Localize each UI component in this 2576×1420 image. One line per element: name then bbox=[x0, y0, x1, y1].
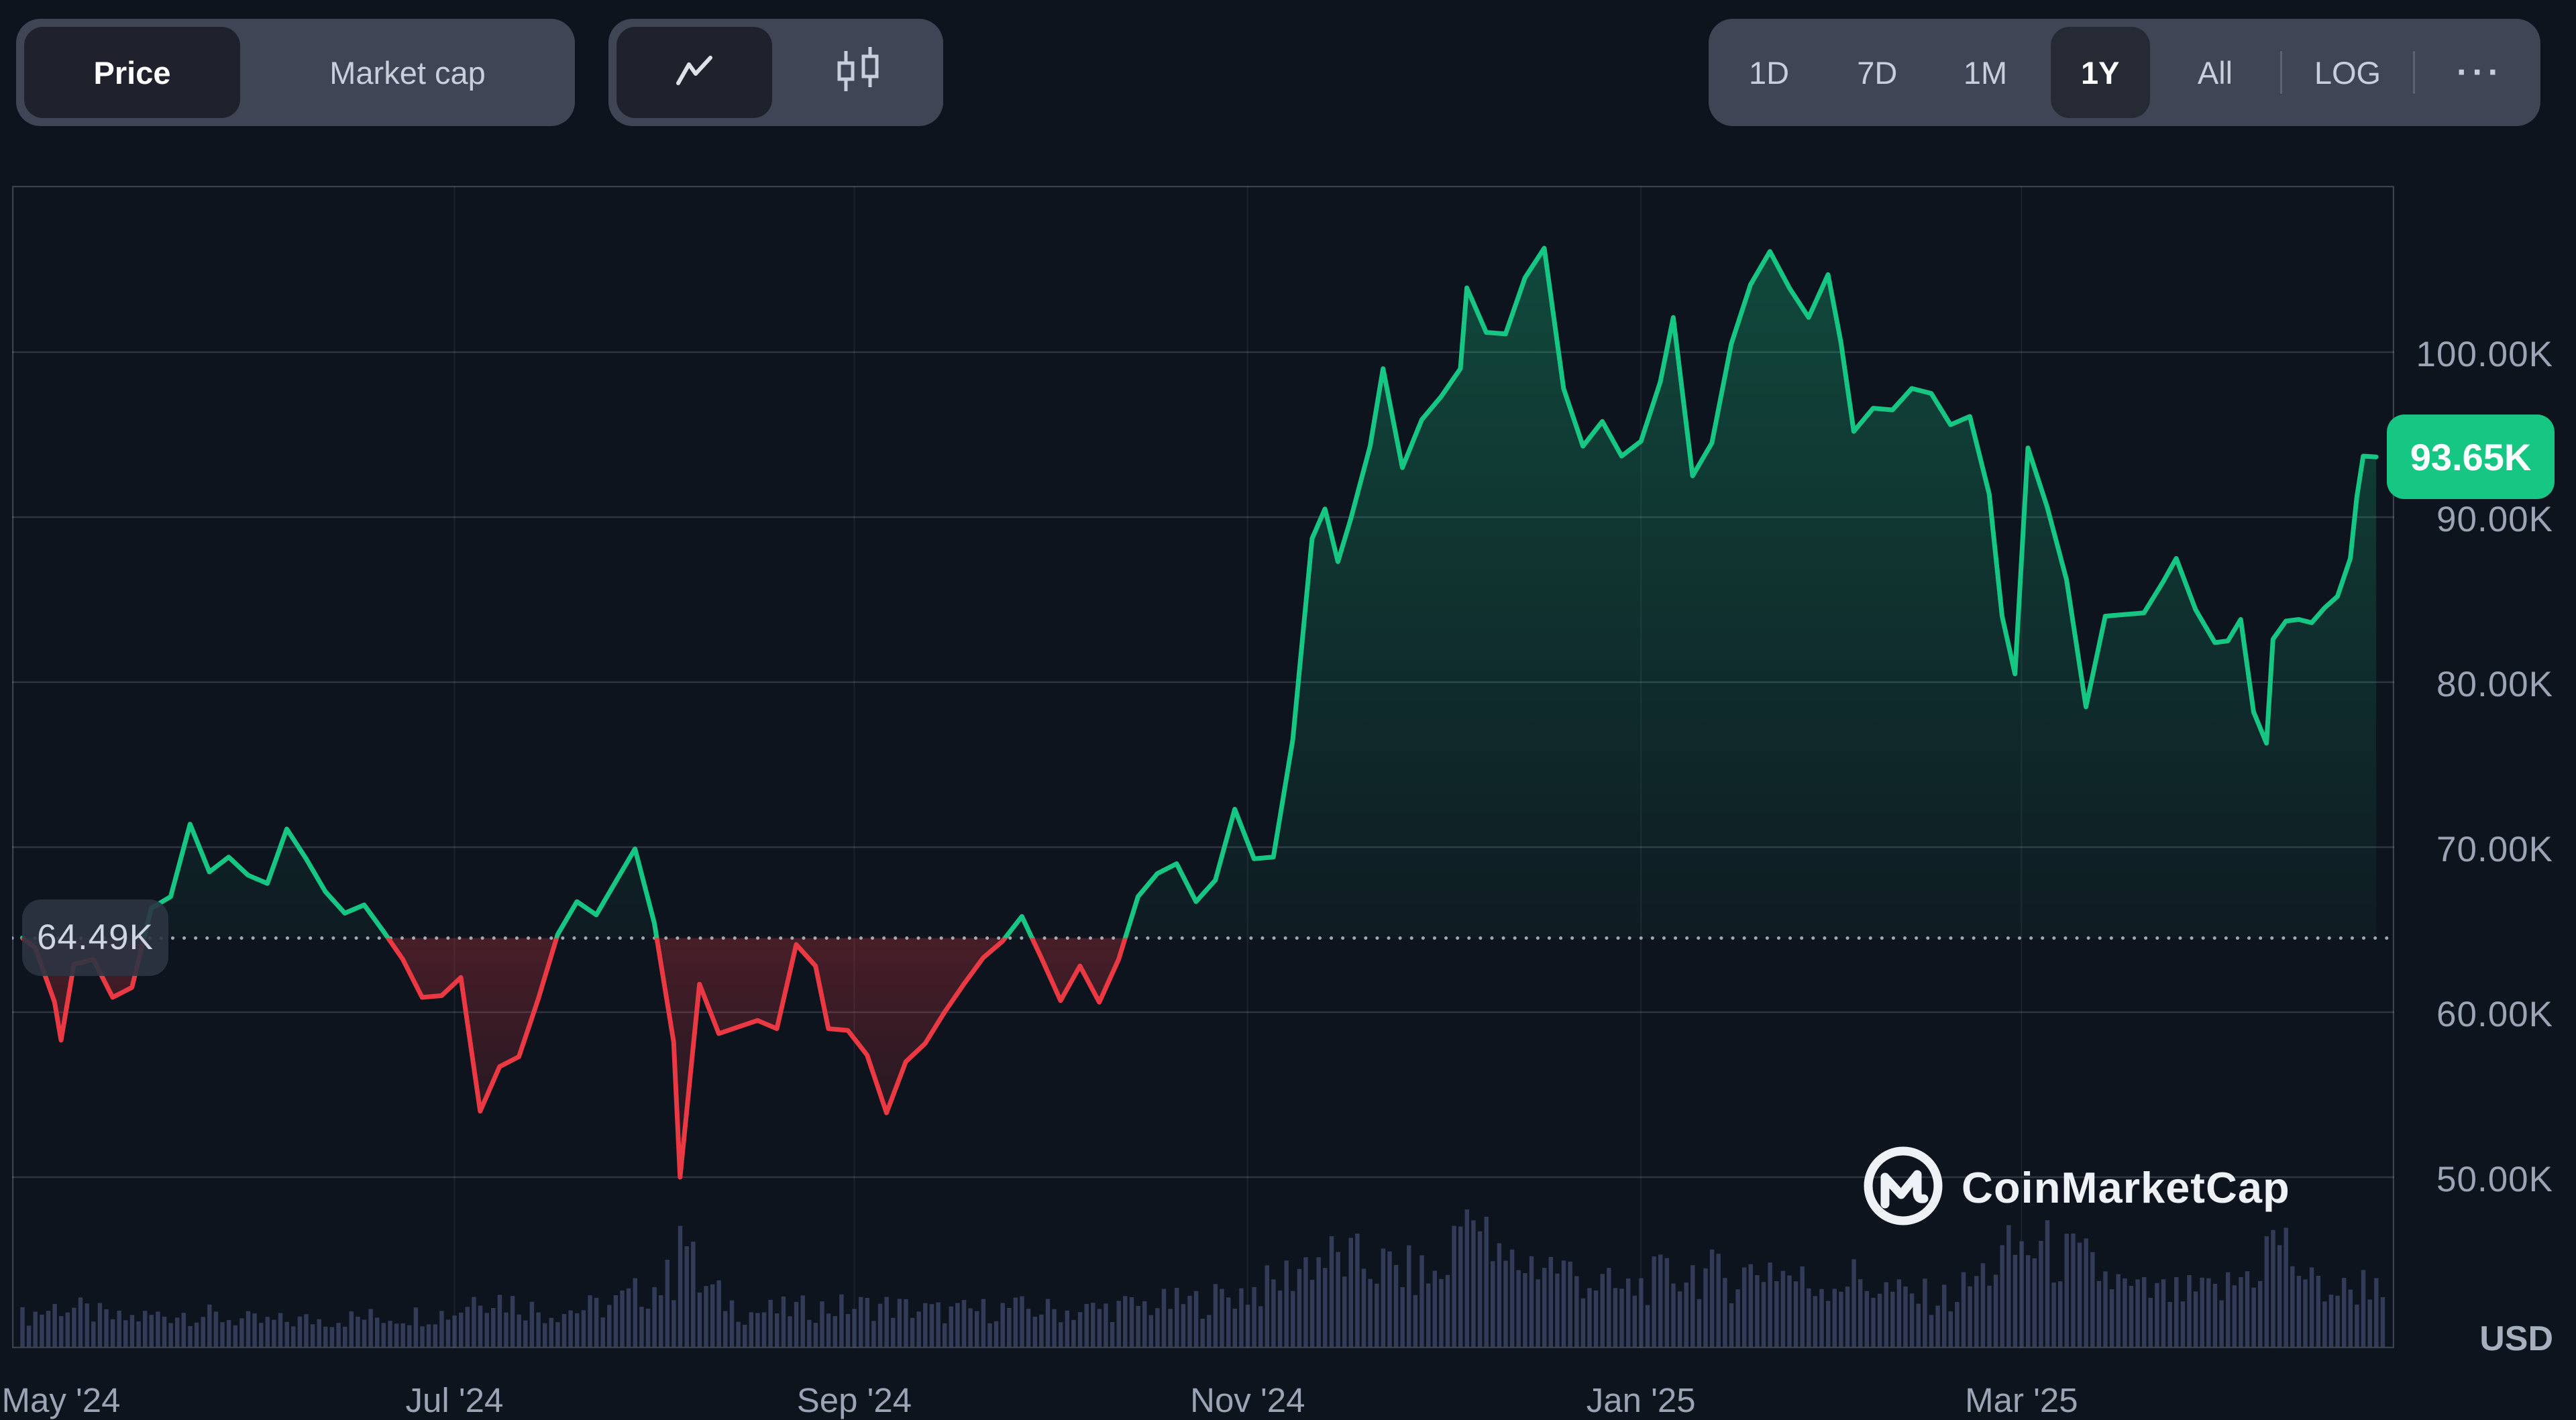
x-axis-label: Jul '24 bbox=[405, 1381, 504, 1419]
y-axis-label: 50.00K bbox=[2436, 1160, 2553, 1199]
candlestick-chart-type-button[interactable] bbox=[772, 19, 943, 126]
x-axis-label: Jan '25 bbox=[1586, 1381, 1696, 1419]
chart-type-toggle bbox=[608, 19, 943, 126]
toolbar-divider bbox=[2280, 51, 2283, 94]
price-tab-label: Price bbox=[93, 54, 171, 91]
x-axis-label: Mar '25 bbox=[1965, 1381, 2078, 1419]
currency-unit-label: USD bbox=[2479, 1319, 2553, 1358]
metric-toggle: Price Market cap bbox=[16, 19, 575, 126]
y-axis-label: 70.00K bbox=[2436, 830, 2553, 869]
y-axis-label: 80.00K bbox=[2436, 665, 2553, 704]
x-axis-label: Sep '24 bbox=[796, 1381, 912, 1419]
current-price-value: 93.65K bbox=[2410, 435, 2532, 478]
price-tab[interactable]: Price bbox=[24, 27, 240, 118]
price-chart[interactable] bbox=[12, 186, 2394, 1348]
price-chart-canvas bbox=[12, 186, 2394, 1348]
x-axis-label: Nov '24 bbox=[1190, 1381, 1305, 1419]
baseline-price-value: 64.49K bbox=[37, 918, 154, 958]
line-chart-type-button[interactable] bbox=[616, 27, 772, 118]
coinmarketcap-watermark: CoinMarketCap bbox=[1860, 1132, 2356, 1243]
range-selector: 1D 7D 1M 1Y All LOG ··· bbox=[1709, 19, 2540, 126]
x-axis-label: May '24 bbox=[1, 1381, 121, 1419]
y-axis-label: 90.00K bbox=[2436, 500, 2553, 539]
market-cap-tab[interactable]: Market cap bbox=[240, 19, 575, 126]
range-all-button[interactable]: All bbox=[2197, 54, 2233, 91]
log-scale-toggle[interactable]: LOG bbox=[2314, 54, 2381, 91]
range-1m-button[interactable]: 1M bbox=[1963, 54, 2008, 91]
line-chart-icon bbox=[673, 54, 716, 92]
price-line-down bbox=[19, 938, 1128, 1180]
toolbar-divider bbox=[2412, 51, 2415, 94]
y-axis-label: 60.00K bbox=[2436, 995, 2553, 1034]
market-cap-tab-label: Market cap bbox=[329, 54, 486, 91]
coinmarketcap-logo-icon bbox=[1860, 1142, 1947, 1233]
range-1y-label: 1Y bbox=[2081, 54, 2120, 91]
range-1y-button[interactable]: 1Y bbox=[2050, 27, 2150, 118]
range-1d-button[interactable]: 1D bbox=[1748, 54, 1790, 91]
candlestick-icon bbox=[834, 46, 882, 100]
volume-bars bbox=[20, 1209, 2385, 1348]
range-7d-button[interactable]: 7D bbox=[1857, 54, 1898, 91]
current-price-badge: 93.65K bbox=[2387, 415, 2555, 500]
price-line-up bbox=[19, 245, 2379, 938]
coinmarketcap-watermark-text: CoinMarketCap bbox=[1962, 1163, 2290, 1212]
more-menu-button[interactable]: ··· bbox=[2457, 53, 2504, 92]
baseline-price-chip: 64.49K bbox=[22, 899, 168, 976]
y-axis-label: 100.00K bbox=[2416, 335, 2553, 374]
